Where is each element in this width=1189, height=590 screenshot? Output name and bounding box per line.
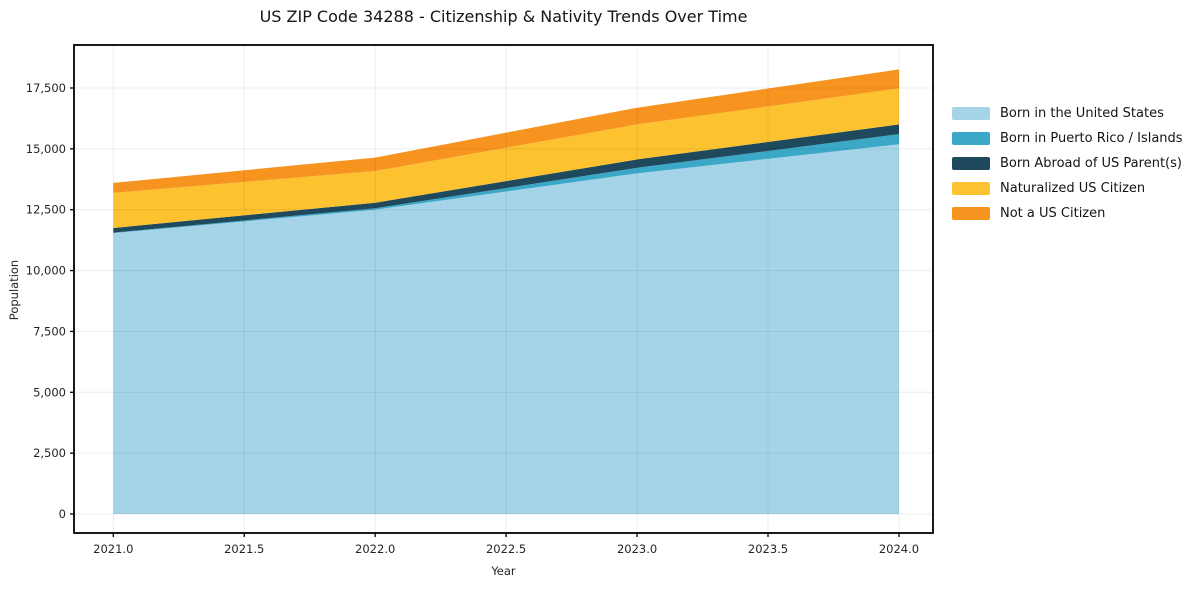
area-not-a-us-citizen (113, 69, 900, 193)
y-tick-label: 2,500 (33, 446, 66, 460)
x-tick-label: 2021.5 (224, 542, 264, 556)
legend: Born in the United States Born in Puerto… (952, 107, 1183, 232)
y-axis-label: Population (7, 259, 21, 321)
legend-swatch-naturalized (952, 182, 990, 195)
y-tick-label: 0 (59, 507, 66, 521)
legend-swatch-born-us (952, 107, 990, 120)
y-tick-label: 10,000 (26, 264, 66, 278)
plot-border (73, 44, 934, 534)
x-tick-label: 2021.0 (93, 542, 133, 556)
x-tick-label: 2024.0 (879, 542, 919, 556)
x-axis-label: Year (491, 564, 516, 578)
tick-marks (70, 87, 900, 537)
legend-label: Naturalized US Citizen (1000, 181, 1146, 196)
x-tick-label: 2023.5 (748, 542, 788, 556)
legend-label: Born Abroad of US Parent(s) (1000, 156, 1182, 171)
legend-item: Born in the United States (952, 107, 1183, 120)
legend-item: Not a US Citizen (952, 207, 1183, 220)
stacked-areas (113, 69, 900, 515)
area-born-abroad-of-us-parent-s (113, 124, 900, 233)
legend-swatch-born-pr (952, 132, 990, 145)
x-tick-label: 2023.0 (617, 542, 657, 556)
legend-swatch-born-abroad (952, 157, 990, 170)
gridlines (74, 45, 933, 533)
y-tick-label: 12,500 (26, 203, 66, 217)
area-born-in-the-united-states (113, 144, 900, 515)
legend-item: Born Abroad of US Parent(s) (952, 157, 1183, 170)
x-tick-label: 2022.0 (355, 542, 395, 556)
y-tick-label: 17,500 (26, 81, 66, 95)
area-naturalized-us-citizen (113, 88, 900, 229)
tick-labels: 2021.0 2021.5 2022.0 2022.5 2023.0 2023.5 2024… (26, 81, 919, 556)
legend-item: Born in Puerto Rico / Islands (952, 132, 1183, 145)
legend-label: Born in the United States (1000, 106, 1164, 121)
legend-label: Born in Puerto Rico / Islands (1000, 131, 1183, 146)
legend-label: Not a US Citizen (1000, 206, 1106, 221)
y-tick-label: 7,500 (33, 324, 66, 338)
legend-item: Naturalized US Citizen (952, 182, 1183, 195)
chart-title: US ZIP Code 34288 - Citizenship & Nativi… (259, 7, 748, 26)
x-tick-label: 2022.5 (486, 542, 526, 556)
y-tick-label: 15,000 (26, 142, 66, 156)
y-tick-label: 5,000 (33, 385, 66, 399)
legend-swatch-not-citizen (952, 207, 990, 220)
